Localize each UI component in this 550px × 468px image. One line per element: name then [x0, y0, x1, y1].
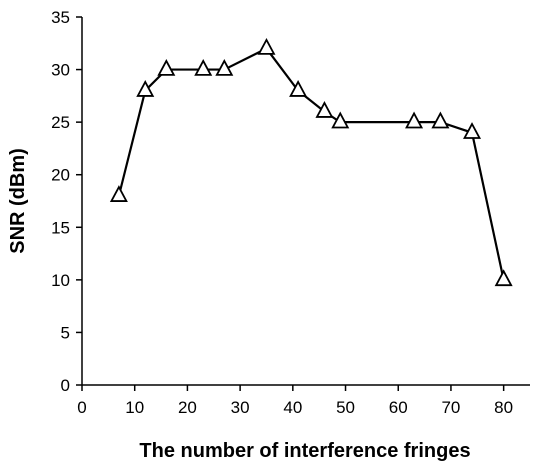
x-axis-title: The number of interference fringes [139, 440, 470, 462]
x-tick-label: 10 [125, 398, 144, 417]
y-tick-label: 0 [61, 376, 70, 395]
data-point-marker [257, 37, 276, 55]
y-tick-label: 25 [51, 113, 70, 132]
data-point-marker [289, 80, 308, 97]
x-tick-label: 20 [178, 398, 197, 417]
data-point-marker [405, 111, 424, 129]
data-point-marker [431, 111, 450, 129]
x-tick-label: 60 [389, 398, 408, 417]
y-tick-label: 15 [51, 218, 70, 237]
data-point-marker [109, 185, 128, 202]
axis-ticks [76, 16, 505, 391]
y-tick-label: 30 [51, 61, 70, 80]
y-tick-label: 10 [51, 271, 70, 290]
data-point-marker [463, 122, 482, 139]
x-tick-label: 50 [336, 398, 355, 417]
y-tick-label: 5 [61, 323, 70, 342]
x-tick-label: 70 [441, 398, 460, 417]
x-tick-label: 40 [283, 398, 302, 417]
data-point-marker [494, 269, 513, 287]
data-point-marker [331, 111, 350, 129]
data-point-marker [215, 58, 234, 76]
axes [76, 16, 530, 391]
y-tick-label: 35 [51, 8, 70, 27]
x-axis-tick-labels: 0 10 20 30 40 50 60 70 80 [77, 398, 513, 417]
y-tick-label: 20 [51, 166, 70, 185]
data-point-marker [136, 80, 155, 97]
y-axis-title: SNR (dBm) [7, 148, 29, 254]
snr-markers [109, 37, 513, 287]
data-point-marker [315, 101, 334, 118]
y-axis-tick-labels: 0 5 10 15 20 25 30 35 [51, 8, 70, 395]
data-point-marker [157, 58, 176, 76]
snr-series-line [117, 47, 505, 281]
x-tick-label: 80 [494, 398, 513, 417]
x-tick-label: 0 [77, 398, 86, 417]
data-point-marker [194, 58, 213, 76]
x-tick-label: 30 [231, 398, 250, 417]
